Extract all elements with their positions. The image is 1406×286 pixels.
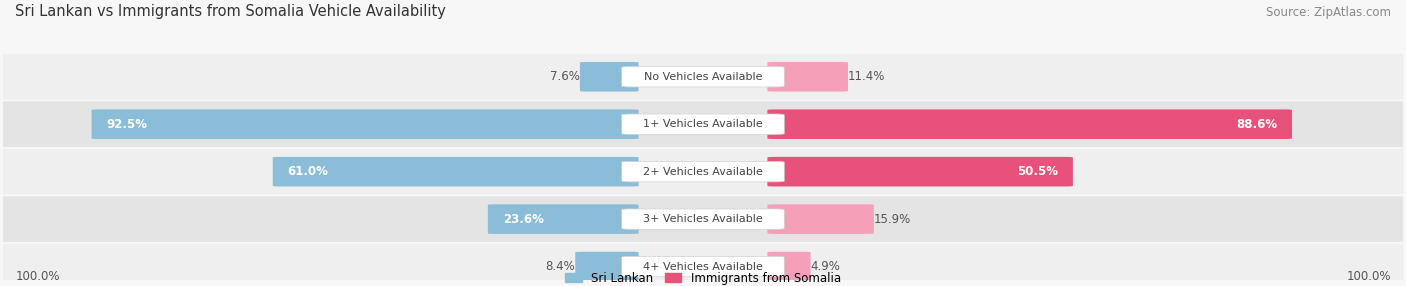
- FancyBboxPatch shape: [768, 62, 848, 92]
- FancyBboxPatch shape: [488, 204, 638, 234]
- Text: Source: ZipAtlas.com: Source: ZipAtlas.com: [1265, 6, 1391, 19]
- Text: Sri Lankan vs Immigrants from Somalia Vehicle Availability: Sri Lankan vs Immigrants from Somalia Ve…: [15, 4, 446, 19]
- Text: 11.4%: 11.4%: [848, 70, 886, 83]
- FancyBboxPatch shape: [0, 149, 1406, 194]
- Text: 2+ Vehicles Available: 2+ Vehicles Available: [643, 167, 763, 177]
- Text: 15.9%: 15.9%: [875, 212, 911, 226]
- FancyBboxPatch shape: [621, 209, 785, 229]
- FancyBboxPatch shape: [621, 67, 785, 87]
- FancyBboxPatch shape: [0, 54, 1406, 100]
- FancyBboxPatch shape: [768, 252, 811, 281]
- FancyBboxPatch shape: [91, 110, 638, 139]
- Text: 100.0%: 100.0%: [1346, 270, 1391, 283]
- Text: 1+ Vehicles Available: 1+ Vehicles Available: [643, 119, 763, 129]
- Text: 8.4%: 8.4%: [546, 260, 575, 273]
- FancyBboxPatch shape: [621, 162, 785, 182]
- Text: 23.6%: 23.6%: [503, 212, 544, 226]
- Text: 100.0%: 100.0%: [15, 270, 60, 283]
- Text: 4+ Vehicles Available: 4+ Vehicles Available: [643, 262, 763, 272]
- FancyBboxPatch shape: [273, 157, 638, 186]
- Text: 92.5%: 92.5%: [107, 118, 148, 131]
- Text: 4.9%: 4.9%: [811, 260, 841, 273]
- Text: 7.6%: 7.6%: [550, 70, 579, 83]
- Text: No Vehicles Available: No Vehicles Available: [644, 72, 762, 82]
- Text: 3+ Vehicles Available: 3+ Vehicles Available: [643, 214, 763, 224]
- FancyBboxPatch shape: [0, 196, 1406, 242]
- Legend: Sri Lankan, Immigrants from Somalia: Sri Lankan, Immigrants from Somalia: [565, 272, 841, 285]
- FancyBboxPatch shape: [579, 62, 638, 92]
- FancyBboxPatch shape: [768, 110, 1292, 139]
- FancyBboxPatch shape: [621, 114, 785, 134]
- FancyBboxPatch shape: [0, 102, 1406, 147]
- FancyBboxPatch shape: [575, 252, 638, 281]
- FancyBboxPatch shape: [768, 157, 1073, 186]
- Text: 88.6%: 88.6%: [1236, 118, 1277, 131]
- FancyBboxPatch shape: [621, 256, 785, 277]
- FancyBboxPatch shape: [0, 244, 1406, 286]
- Text: 50.5%: 50.5%: [1017, 165, 1057, 178]
- Text: 61.0%: 61.0%: [288, 165, 329, 178]
- FancyBboxPatch shape: [768, 204, 875, 234]
